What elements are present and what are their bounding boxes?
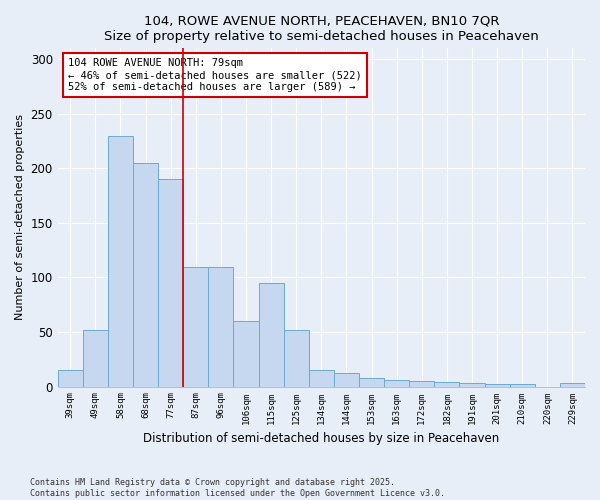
Bar <box>560 384 585 386</box>
Text: 104 ROWE AVENUE NORTH: 79sqm
← 46% of semi-detached houses are smaller (522)
52%: 104 ROWE AVENUE NORTH: 79sqm ← 46% of se… <box>68 58 362 92</box>
Bar <box>259 283 284 387</box>
Bar <box>309 370 334 386</box>
Bar <box>133 163 158 386</box>
Bar <box>158 180 183 386</box>
Bar <box>409 381 434 386</box>
Bar <box>108 136 133 386</box>
Title: 104, ROWE AVENUE NORTH, PEACEHAVEN, BN10 7QR
Size of property relative to semi-d: 104, ROWE AVENUE NORTH, PEACEHAVEN, BN10… <box>104 15 539 43</box>
Bar <box>359 378 384 386</box>
Text: Contains HM Land Registry data © Crown copyright and database right 2025.
Contai: Contains HM Land Registry data © Crown c… <box>30 478 445 498</box>
Bar <box>284 330 309 386</box>
Bar <box>183 266 208 386</box>
X-axis label: Distribution of semi-detached houses by size in Peacehaven: Distribution of semi-detached houses by … <box>143 432 499 445</box>
Bar <box>509 384 535 386</box>
Bar <box>83 330 108 386</box>
Bar <box>434 382 460 386</box>
Bar <box>485 384 509 386</box>
Bar <box>384 380 409 386</box>
Bar <box>460 384 485 386</box>
Bar <box>58 370 83 386</box>
Bar <box>334 374 359 386</box>
Y-axis label: Number of semi-detached properties: Number of semi-detached properties <box>15 114 25 320</box>
Bar <box>208 266 233 386</box>
Bar <box>233 321 259 386</box>
